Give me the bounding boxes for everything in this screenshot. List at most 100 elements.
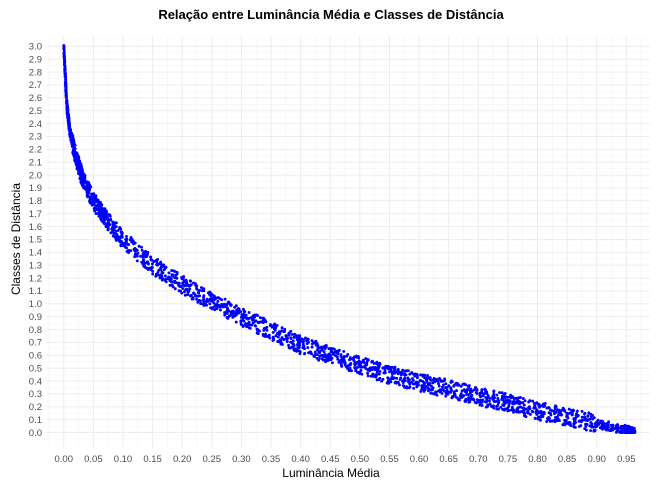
data-point: [220, 298, 224, 302]
data-point: [261, 316, 265, 320]
data-point: [375, 378, 379, 382]
data-point: [338, 359, 342, 363]
data-point: [295, 336, 299, 340]
data-point: [310, 345, 314, 349]
data-point: [464, 390, 468, 394]
x-tick-label: 0.60: [410, 454, 429, 465]
data-point: [447, 384, 451, 388]
data-point: [429, 391, 433, 395]
data-point: [223, 305, 227, 309]
data-point: [564, 418, 568, 422]
data-point: [412, 386, 416, 390]
data-point: [280, 342, 284, 346]
data-point: [241, 315, 245, 319]
y-tick-label: 0.8: [29, 325, 42, 336]
data-point: [346, 364, 350, 368]
data-point: [579, 424, 583, 427]
data-point: [277, 333, 281, 336]
data-point: [465, 388, 469, 392]
data-point: [571, 408, 575, 412]
data-point: [488, 396, 492, 400]
data-point: [512, 408, 516, 412]
data-point: [336, 352, 340, 356]
data-point: [75, 153, 79, 157]
data-point: [427, 387, 431, 391]
y-axis-title: Classes de Distância: [9, 183, 23, 295]
data-point: [401, 368, 405, 372]
data-point: [148, 266, 152, 270]
data-point: [119, 230, 123, 234]
data-point: [611, 427, 615, 431]
y-tick-label: 1.2: [29, 273, 42, 284]
data-point: [373, 368, 377, 372]
y-tick-label: 0.1: [29, 415, 42, 426]
data-point: [191, 297, 195, 301]
data-point: [537, 415, 541, 419]
data-point: [81, 176, 85, 179]
data-point: [536, 410, 540, 414]
data-point: [371, 372, 375, 376]
data-point: [242, 319, 246, 323]
data-point: [533, 405, 537, 409]
data-point: [442, 389, 446, 393]
data-point: [173, 287, 177, 291]
data-point: [508, 395, 512, 399]
data-point: [554, 410, 558, 414]
y-tick-label: 0.0: [29, 428, 42, 439]
data-point: [97, 212, 101, 216]
data-point: [609, 429, 613, 433]
data-point: [149, 258, 153, 262]
data-point: [455, 389, 459, 393]
x-tick-label: 0.05: [84, 454, 103, 465]
data-point: [85, 188, 88, 192]
data-point: [161, 271, 165, 275]
data-point: [485, 392, 489, 396]
data-point: [521, 396, 525, 400]
x-tick-label: 0.35: [262, 454, 281, 465]
data-point: [389, 377, 393, 381]
data-point: [567, 407, 571, 411]
data-point: [315, 356, 319, 360]
x-tick-label: 0.75: [499, 454, 518, 465]
data-point: [495, 407, 499, 411]
data-point: [74, 155, 78, 159]
y-tick-label: 1.5: [29, 235, 42, 246]
data-point: [126, 242, 130, 246]
y-tick-label: 0.9: [29, 312, 42, 323]
data-point: [154, 272, 158, 276]
data-point: [88, 196, 92, 200]
y-tick-label: 1.3: [29, 260, 42, 271]
data-point: [318, 354, 322, 358]
data-point: [474, 391, 478, 395]
data-point: [174, 273, 178, 277]
data-point: [222, 302, 226, 306]
data-point: [511, 402, 515, 406]
x-tick-label: 0.70: [469, 454, 488, 465]
data-point: [92, 203, 96, 206]
data-point: [183, 293, 187, 297]
data-point: [136, 251, 140, 255]
data-point: [549, 408, 552, 412]
data-point: [467, 384, 471, 388]
data-point: [542, 405, 546, 409]
data-point: [518, 410, 522, 414]
data-point: [267, 333, 271, 337]
data-point: [632, 429, 636, 433]
data-point: [298, 334, 302, 338]
data-point: [211, 297, 215, 300]
data-point: [584, 428, 588, 432]
data-point: [587, 411, 591, 415]
data-point: [104, 225, 108, 228]
data-point: [310, 339, 314, 343]
y-tick-label: 2.0: [29, 170, 42, 181]
x-tick-label: 0.30: [232, 454, 251, 465]
data-point: [152, 260, 156, 263]
data-point: [491, 395, 495, 398]
data-point: [561, 406, 565, 410]
x-tick-label: 0.85: [558, 454, 577, 465]
data-point: [452, 391, 456, 395]
data-point: [246, 322, 250, 325]
data-point: [272, 337, 275, 341]
data-point: [415, 376, 419, 380]
